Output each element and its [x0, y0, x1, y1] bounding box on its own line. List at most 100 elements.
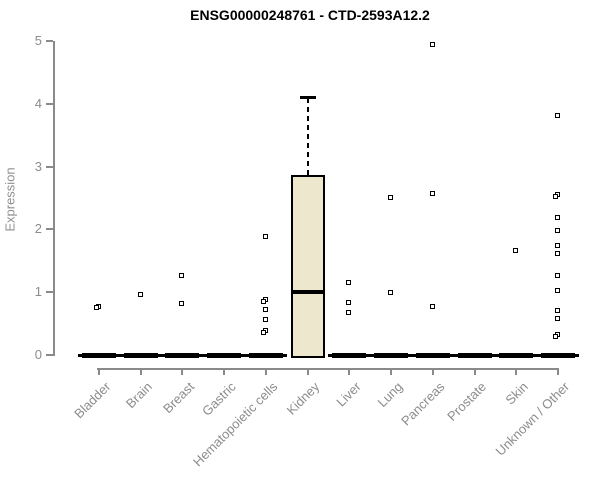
x-tick-label: Breast	[159, 379, 198, 417]
x-tick	[473, 368, 476, 375]
collapsed-box	[165, 353, 200, 358]
y-tick	[46, 354, 53, 356]
x-tick	[264, 368, 267, 375]
x-tick	[431, 368, 434, 375]
whisker-cap-left	[536, 354, 542, 357]
y-tick-label: 3	[34, 158, 42, 174]
whisker-cap-right	[532, 354, 538, 357]
x-tick-label: Prostate	[444, 379, 490, 424]
whisker-cap-left	[78, 354, 83, 357]
x-tick-label: Gastric	[199, 379, 239, 419]
collapsed-box	[374, 353, 409, 358]
x-axis-line	[97, 368, 559, 370]
y-tick	[46, 291, 53, 294]
whisker-cap-right	[115, 354, 120, 357]
upper-whisker-cap	[299, 95, 316, 99]
whisker-cap-left	[203, 354, 209, 357]
y-tick	[46, 165, 53, 168]
collapsed-box	[499, 353, 534, 358]
x-tick-label: Liver	[333, 379, 364, 410]
box-median	[290, 290, 325, 295]
data-point	[552, 193, 558, 199]
data-point	[262, 307, 268, 313]
data-point	[429, 304, 435, 310]
data-point	[262, 317, 268, 323]
data-point	[513, 248, 519, 254]
data-point	[554, 214, 560, 220]
collapsed-box	[82, 353, 116, 358]
chart-title: ENSG00000248761 - CTD-2593A12.2	[190, 7, 430, 23]
y-tick-label: 0	[34, 347, 42, 362]
x-tick-label: Pancreas	[397, 379, 448, 429]
whisker-cap-right	[448, 354, 454, 357]
data-point	[346, 279, 352, 285]
x-tick	[181, 368, 184, 375]
collapsed-box	[415, 353, 450, 358]
whisker-cap-left	[495, 354, 501, 357]
collapsed-box	[457, 353, 492, 358]
whisker-cap-right	[365, 354, 371, 357]
data-point	[554, 250, 560, 256]
whisker-cap-left	[244, 354, 250, 357]
x-tick	[390, 368, 393, 375]
collapsed-box	[248, 353, 283, 358]
whisker-cap-right	[198, 354, 204, 357]
data-point	[94, 305, 99, 311]
y-tick-label: 2	[34, 221, 42, 237]
x-tick-label: Skin	[502, 379, 531, 408]
y-tick	[46, 228, 53, 231]
data-point	[388, 289, 394, 295]
x-tick-label: Unknown / Other	[493, 379, 573, 459]
x-tick	[139, 368, 142, 375]
x-tick	[515, 368, 518, 375]
data-point	[346, 310, 352, 316]
upper-whisker-line	[306, 97, 309, 175]
whisker-cap-left	[119, 354, 125, 357]
data-point	[260, 298, 266, 304]
collapsed-box	[540, 353, 575, 358]
data-point	[179, 301, 185, 306]
whisker-cap-right	[156, 354, 162, 357]
data-point	[554, 113, 560, 119]
whisker-cap-left	[370, 354, 376, 357]
x-tick	[348, 368, 351, 375]
data-point	[554, 228, 560, 234]
y-tick	[46, 102, 53, 105]
x-tick	[98, 368, 100, 375]
x-tick-label: Lung	[374, 379, 406, 411]
y-tick-label: 5	[34, 33, 42, 48]
data-point	[260, 329, 266, 335]
whisker-cap-left	[161, 354, 167, 357]
data-point	[346, 299, 352, 305]
whisker-cap-right	[573, 354, 579, 357]
data-point	[179, 273, 185, 279]
data-point	[554, 307, 560, 313]
collapsed-box	[332, 353, 367, 358]
collapsed-box	[123, 353, 158, 358]
data-point	[388, 194, 394, 200]
whisker-cap-left	[453, 354, 459, 357]
x-tick	[556, 368, 559, 375]
whisker-cap-left	[411, 354, 417, 357]
y-tick-label: 4	[34, 95, 42, 111]
data-point	[552, 333, 558, 339]
data-point	[429, 41, 435, 47]
x-tick-label: Kidney	[283, 379, 323, 418]
data-point	[137, 291, 143, 297]
whisker-cap-left	[328, 354, 334, 357]
whisker-cap-right	[240, 354, 246, 357]
y-axis-line	[53, 41, 55, 356]
x-tick-label: Brain	[123, 379, 156, 412]
whisker-cap-right	[281, 354, 287, 357]
y-tick-label: 1	[34, 284, 42, 300]
whisker-cap-right	[490, 354, 496, 357]
data-point	[554, 243, 560, 249]
x-tick	[223, 368, 226, 375]
x-tick-label: Bladder	[71, 379, 114, 422]
whisker-cap-right	[407, 354, 413, 357]
collapsed-box	[207, 353, 242, 358]
data-point	[429, 191, 435, 197]
box	[290, 174, 325, 358]
